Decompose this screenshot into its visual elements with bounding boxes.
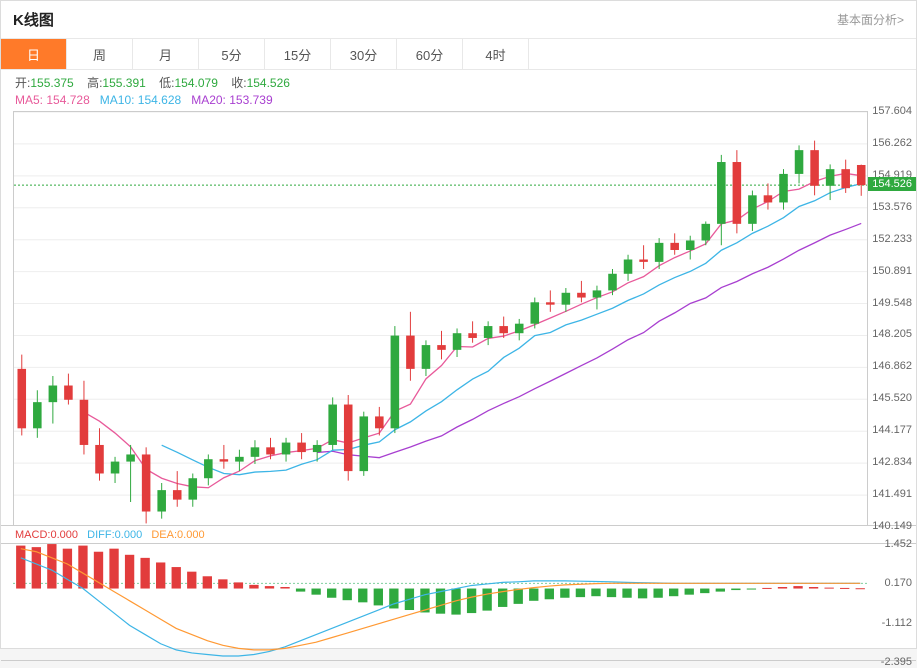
- timeframe-tabs: 日周月5分15分30分60分4时: [1, 39, 916, 70]
- dea-value: 0.000: [177, 529, 205, 541]
- ma-legend: MA5: 154.728 MA10: 154.628 MA20: 153.739: [1, 91, 916, 111]
- fundamental-analysis-link[interactable]: 基本面分析>: [837, 11, 904, 28]
- tab-60分[interactable]: 60分: [397, 39, 463, 69]
- macd-ytick-label: -1.112: [882, 617, 912, 629]
- high-label: 高:: [87, 76, 102, 90]
- close-value: 154.526: [247, 76, 290, 90]
- ma5-label: MA5:: [15, 93, 43, 107]
- macd-ytick-label: -2.395: [881, 656, 912, 668]
- ytick-label: 149.548: [872, 297, 912, 309]
- ytick-label: 153.576: [872, 201, 912, 213]
- low-label: 低:: [159, 76, 174, 90]
- ohlc-row: 开:155.375 高:155.391 低:154.079 收:154.526: [1, 70, 916, 91]
- macd-ytick-label: 1.452: [884, 538, 912, 550]
- macd-label: MACD:: [15, 529, 50, 541]
- close-label: 收:: [231, 76, 246, 90]
- ytick-label: 148.205: [872, 328, 912, 340]
- diff-value: 0.000: [115, 529, 143, 541]
- ytick-label: 146.862: [872, 360, 912, 372]
- tab-4时[interactable]: 4时: [463, 39, 529, 69]
- ma20-value: 153.739: [229, 93, 272, 107]
- kline-panel: K线图 基本面分析> 日周月5分15分30分60分4时 开:155.375 高:…: [0, 0, 917, 649]
- ytick-label: 141.491: [872, 488, 912, 500]
- tab-5分[interactable]: 5分: [199, 39, 265, 69]
- tab-15分[interactable]: 15分: [265, 39, 331, 69]
- last-price-tag: 154.526: [868, 177, 916, 191]
- ma5-value: 154.728: [46, 93, 89, 107]
- ytick-label: 145.520: [872, 392, 912, 404]
- macd-axis: 1.4520.170-1.112-2.395: [857, 544, 912, 660]
- macd-legend: MACD:0.000 DIFF:0.000 DEA:0.000: [1, 526, 916, 543]
- diff-label: DIFF:: [87, 529, 115, 541]
- tab-月[interactable]: 月: [133, 39, 199, 69]
- ytick-label: 157.604: [872, 105, 912, 117]
- open-label: 开:: [15, 76, 30, 90]
- tab-30分[interactable]: 30分: [331, 39, 397, 69]
- panel-title: K线图: [13, 9, 54, 30]
- ytick-label: 140.149: [872, 520, 912, 532]
- dea-label: DEA:: [151, 529, 177, 541]
- ytick-label: 150.891: [872, 265, 912, 277]
- ytick-label: 142.834: [872, 456, 912, 468]
- ma10-label: MA10:: [100, 93, 135, 107]
- ma10-value: 154.628: [138, 93, 181, 107]
- panel-header: K线图 基本面分析>: [1, 1, 916, 39]
- tab-周[interactable]: 周: [67, 39, 133, 69]
- open-value: 155.375: [30, 76, 73, 90]
- tab-日[interactable]: 日: [1, 39, 67, 69]
- macd-chart[interactable]: 1.4520.170-1.112-2.395: [1, 543, 916, 661]
- macd-value: 0.000: [50, 529, 78, 541]
- ytick-label: 156.262: [872, 137, 912, 149]
- price-axis: 157.604156.262154.919153.576152.233150.8…: [857, 111, 912, 525]
- ma20-label: MA20:: [191, 93, 226, 107]
- price-chart[interactable]: 157.604156.262154.919153.576152.233150.8…: [1, 111, 916, 526]
- macd-ytick-label: 0.170: [884, 577, 912, 589]
- high-value: 155.391: [102, 76, 145, 90]
- ytick-label: 152.233: [872, 233, 912, 245]
- ytick-label: 144.177: [872, 424, 912, 436]
- low-value: 154.079: [175, 76, 218, 90]
